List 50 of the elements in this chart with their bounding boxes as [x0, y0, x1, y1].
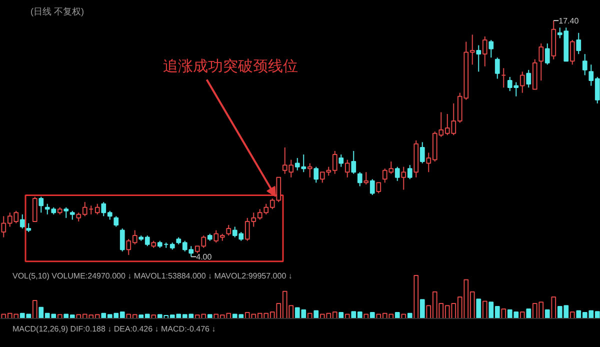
bar — [544, 309, 550, 319]
candlestick — [114, 216, 119, 228]
candlestick — [394, 166, 400, 182]
bar — [520, 312, 525, 319]
candlestick — [307, 162, 312, 178]
candlestick — [420, 142, 425, 164]
bar — [482, 300, 488, 319]
annotation: 17.40 — [558, 16, 580, 26]
candlestick — [494, 57, 500, 80]
bar — [476, 298, 482, 319]
candlestick — [538, 42, 544, 81]
candlestick — [582, 54, 588, 76]
candlestick — [370, 178, 375, 196]
bar — [32, 300, 38, 319]
text: MACD(12,26,9) DIF:0.188 ↓ DEA:0.426 ↓ MACD:-0.476 ↓ — [12, 324, 216, 334]
candlestick — [357, 172, 362, 187]
chart-subtitle: (日线 不复权) — [30, 6, 84, 16]
annotation: 追涨成功突破颈线位 — [163, 58, 298, 75]
candlestick — [576, 32, 582, 55]
bar — [420, 299, 425, 319]
candlestick — [407, 164, 412, 180]
candlestick — [351, 150, 356, 174]
candlestick — [38, 196, 44, 214]
candlestick — [488, 39, 494, 58]
bar — [314, 310, 319, 319]
candlestick — [526, 69, 532, 88]
candlestick — [338, 154, 344, 168]
candlestick — [570, 39, 575, 66]
candlestick — [32, 196, 38, 222]
annotation: 4.00 — [196, 252, 212, 262]
candlestick — [94, 203, 100, 215]
candlestick — [314, 166, 319, 184]
bar — [414, 275, 419, 319]
candlestick — [64, 206, 69, 218]
candlestick — [364, 172, 369, 185]
candlestick — [544, 42, 550, 66]
candlestick — [476, 44, 482, 72]
bar — [551, 296, 556, 319]
candlestick — [120, 228, 125, 252]
bar — [526, 308, 532, 319]
candlestick — [226, 224, 232, 236]
candlestick — [20, 214, 25, 229]
annotation: VOL(5,10) VOLUME:24970.000 ↓ MAVOL1:53884.000 ↓ MAVOL2:99957.000 ↓ — [12, 272, 292, 280]
candlestick — [482, 36, 488, 67]
bar — [570, 312, 575, 319]
bar — [501, 308, 506, 319]
candlestick — [344, 159, 350, 178]
candlestick — [520, 71, 525, 94]
candlestick — [401, 166, 406, 190]
candlestick — [376, 182, 382, 194]
